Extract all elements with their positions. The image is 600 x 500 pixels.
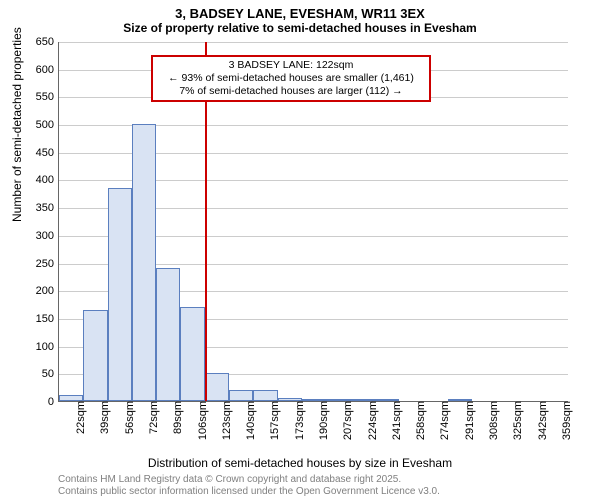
x-tick-label: 140sqm [239,401,257,440]
x-tick-label: 22sqm [69,401,87,434]
x-axis-title: Distribution of semi-detached houses by … [0,456,600,470]
x-tick-label: 89sqm [166,401,184,434]
histogram-bar [132,124,156,401]
x-tick-label: 291sqm [458,401,476,440]
x-tick-label: 56sqm [118,401,136,434]
y-axis-title: Number of semi-detached properties [10,27,24,222]
footer-line1: Contains HM Land Registry data © Crown c… [58,474,440,486]
x-tick-label: 106sqm [191,401,209,440]
x-tick-label: 258sqm [409,401,427,440]
x-tick-label: 173sqm [288,401,306,440]
x-tick-label: 241sqm [385,401,403,440]
y-tick-label: 400 [36,174,59,186]
title-block: 3, BADSEY LANE, EVESHAM, WR11 3EX Size o… [0,6,600,35]
y-tick-label: 300 [36,230,59,242]
y-tick-label: 500 [36,119,59,131]
x-tick-label: 274sqm [433,401,451,440]
y-tick-label: 600 [36,64,59,76]
plot-area: 0501001502002503003504004505005506006502… [58,42,568,402]
histogram-bar [205,373,229,401]
y-tick-label: 0 [48,396,59,408]
y-tick-label: 650 [36,36,59,48]
x-tick-label: 39sqm [93,401,111,434]
x-tick-label: 342sqm [531,401,549,440]
x-tick-label: 207sqm [336,401,354,440]
title-line1: 3, BADSEY LANE, EVESHAM, WR11 3EX [0,6,600,21]
y-tick-label: 250 [36,258,59,270]
footer: Contains HM Land Registry data © Crown c… [58,474,440,498]
y-tick-label: 200 [36,285,59,297]
callout-line1: 3 BADSEY LANE: 122sqm [157,59,425,72]
footer-line2: Contains public sector information licen… [58,486,440,498]
histogram-bar [83,310,107,401]
y-tick-label: 350 [36,202,59,214]
x-tick-label: 157sqm [263,401,281,440]
callout-line2: ← 93% of semi-detached houses are smalle… [157,72,425,85]
histogram-bar [108,188,132,401]
y-tick-label: 450 [36,147,59,159]
title-line2: Size of property relative to semi-detach… [0,21,600,35]
callout-box: 3 BADSEY LANE: 122sqm← 93% of semi-detac… [151,55,431,102]
x-tick-label: 308sqm [482,401,500,440]
y-tick-label: 150 [36,313,59,325]
chart-container: 3, BADSEY LANE, EVESHAM, WR11 3EX Size o… [0,0,600,500]
x-tick-label: 359sqm [555,401,573,440]
histogram-bar [253,390,277,401]
callout-line3: 7% of semi-detached houses are larger (1… [157,85,425,98]
histogram-bar [229,390,253,401]
x-tick-label: 123sqm [215,401,233,440]
histogram-bar [180,307,204,401]
x-tick-label: 72sqm [142,401,160,434]
x-tick-label: 224sqm [361,401,379,440]
y-tick-label: 50 [42,368,59,380]
gridline [59,42,568,43]
histogram-bar [156,268,180,401]
y-tick-label: 550 [36,91,59,103]
y-tick-label: 100 [36,341,59,353]
x-tick-label: 325sqm [506,401,524,440]
x-tick-label: 190sqm [312,401,330,440]
